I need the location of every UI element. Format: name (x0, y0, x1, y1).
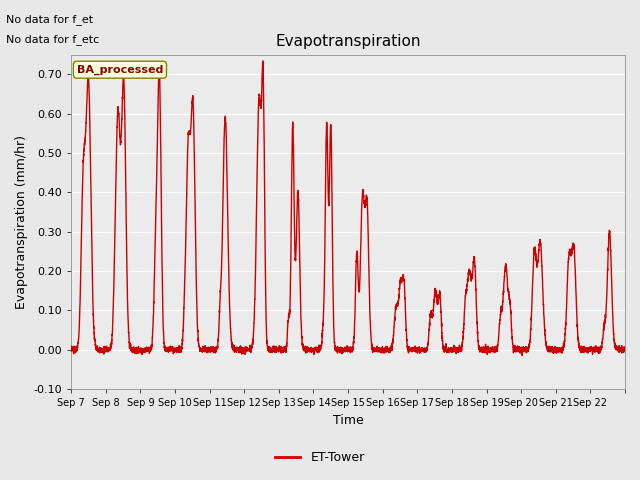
Text: No data for f_et: No data for f_et (6, 14, 93, 25)
Title: Evapotranspiration: Evapotranspiration (275, 34, 421, 49)
Legend: ET-Tower: ET-Tower (270, 446, 370, 469)
X-axis label: Time: Time (333, 414, 364, 427)
Text: BA_processed: BA_processed (77, 65, 163, 75)
Y-axis label: Evapotranspiration (mm/hr): Evapotranspiration (mm/hr) (15, 135, 28, 309)
Text: No data for f_etc: No data for f_etc (6, 34, 100, 45)
